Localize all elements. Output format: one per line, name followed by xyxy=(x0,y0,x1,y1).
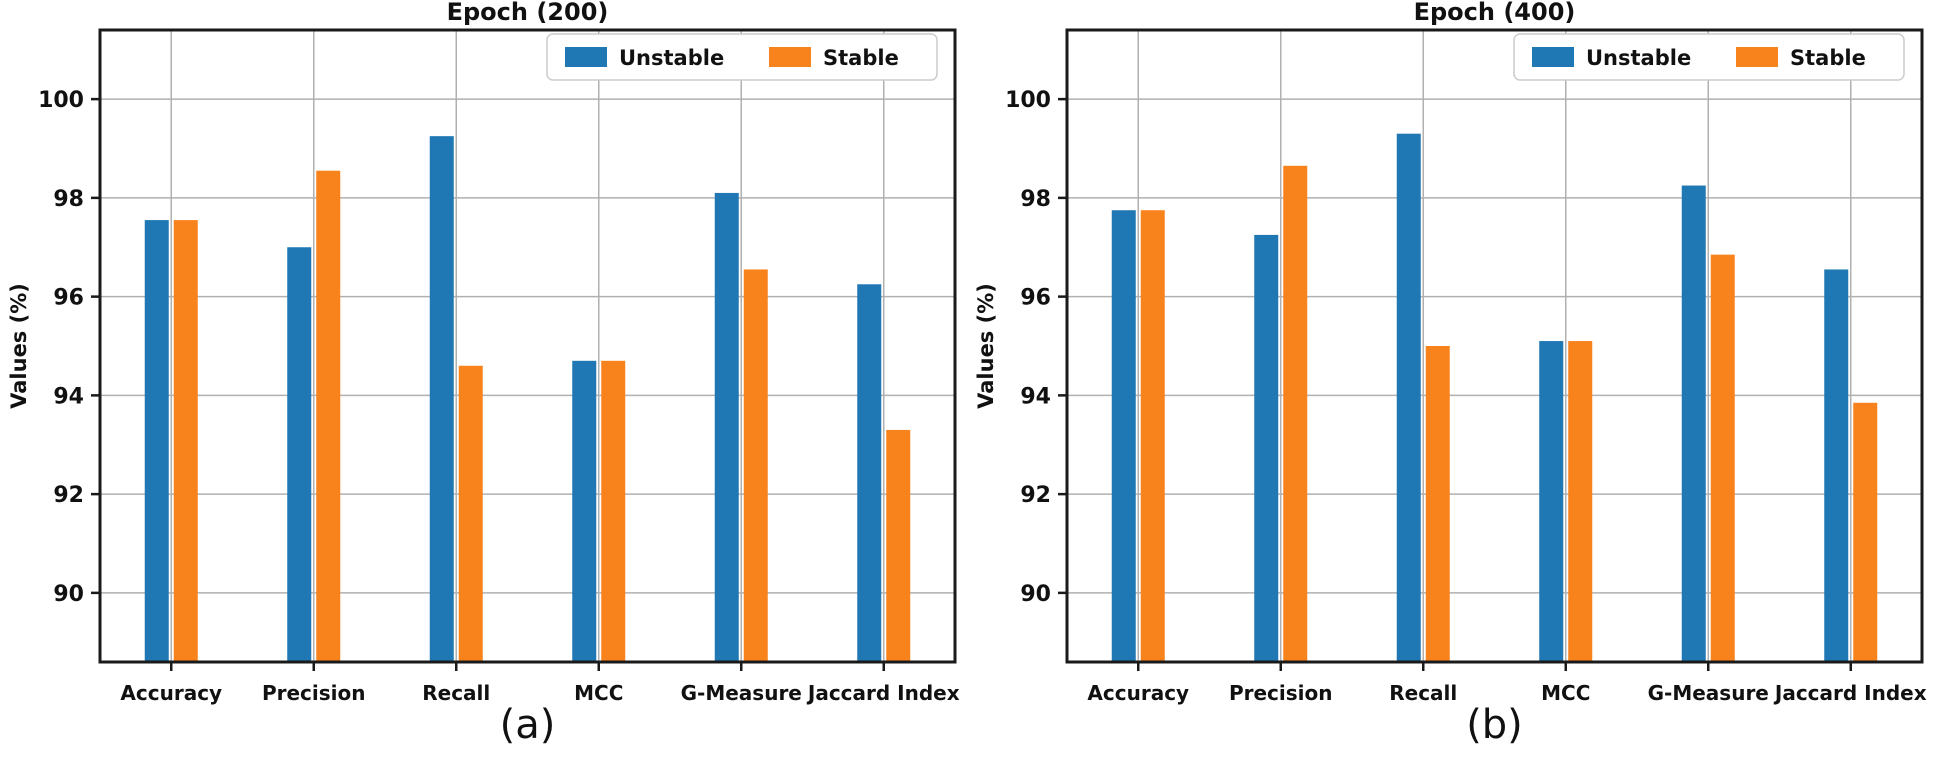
legend-box xyxy=(546,33,938,81)
plot-area xyxy=(1067,30,1922,662)
y-axis-label: Values (%) xyxy=(974,283,998,409)
bar-unstable-jaccard-index xyxy=(857,284,882,662)
ytick-label-94: 94 xyxy=(1020,384,1051,409)
y-axis-label: Values (%) xyxy=(7,283,31,409)
legend-swatch-stable xyxy=(1736,47,1778,67)
axes-frame xyxy=(1065,28,1924,664)
bar-stable-jaccard-index xyxy=(1853,402,1878,662)
legend-label-unstable: Unstable xyxy=(619,46,724,70)
bar-stable-mcc xyxy=(1568,341,1593,662)
xtick-label-mcc: MCC xyxy=(574,681,623,705)
bar-unstable-jaccard-index xyxy=(1824,269,1849,662)
ytick-label-94: 94 xyxy=(53,384,84,409)
bar-stable-precision xyxy=(316,170,341,662)
xtick-label-mcc: MCC xyxy=(1541,681,1590,705)
xtick-label-jaccard-index: Jaccard Index xyxy=(1773,681,1927,705)
xtick-label-precision: Precision xyxy=(1229,681,1333,705)
bar-unstable-recall xyxy=(1396,133,1421,662)
xtick-label-recall: Recall xyxy=(422,681,490,705)
ytick-label-98: 98 xyxy=(1020,187,1051,212)
bar-chart-epoch-200: 90 92 94 96 98 100 Accuracy Precision Recall MCC G… xyxy=(7,0,960,748)
ytick-label-98: 98 xyxy=(53,187,84,212)
bar-stable-g-measure xyxy=(743,269,768,662)
bar-stable-recall xyxy=(1425,346,1450,662)
ytick-label-90: 90 xyxy=(53,582,84,607)
bar-stable-mcc xyxy=(601,360,626,662)
bar-unstable-accuracy xyxy=(144,220,169,662)
bar-unstable-mcc xyxy=(1539,341,1564,662)
ytick-label-100: 100 xyxy=(38,88,84,113)
xtick-label-g-measure: G-Measure xyxy=(681,681,802,705)
xtick-label-precision: Precision xyxy=(262,681,366,705)
bar-stable-recall xyxy=(458,365,483,662)
xtick-label-recall: Recall xyxy=(1389,681,1457,705)
panel-epoch-400: 90 92 94 96 98 100 Accuracy Precision Recall MCC G… xyxy=(967,0,1934,759)
bar-unstable-accuracy xyxy=(1111,210,1136,662)
bar-unstable-precision xyxy=(287,247,312,662)
legend-label-unstable: Unstable xyxy=(1586,46,1691,70)
legend-swatch-unstable xyxy=(1532,47,1574,67)
bar-unstable-mcc xyxy=(572,360,597,662)
ytick-label-92: 92 xyxy=(53,483,84,508)
bar-unstable-precision xyxy=(1254,234,1279,662)
legend-swatch-stable xyxy=(769,47,811,67)
panel-caption: (a) xyxy=(500,702,556,748)
bar-stable-jaccard-index xyxy=(886,429,911,662)
chart-title: Epoch (200) xyxy=(447,0,609,26)
legend-label-stable: Stable xyxy=(1790,46,1866,70)
bar-stable-g-measure xyxy=(1710,254,1735,662)
axes-frame xyxy=(98,28,957,664)
ytick-label-100: 100 xyxy=(1005,88,1051,113)
ytick-label-92: 92 xyxy=(1020,483,1051,508)
legend-box xyxy=(1513,33,1905,81)
bar-unstable-g-measure xyxy=(714,192,739,662)
xtick-label-jaccard-index: Jaccard Index xyxy=(806,681,960,705)
ytick-label-96: 96 xyxy=(1020,286,1051,311)
xtick-label-accuracy: Accuracy xyxy=(1087,681,1189,705)
xtick-label-accuracy: Accuracy xyxy=(120,681,222,705)
chart-title: Epoch (400) xyxy=(1414,0,1576,26)
legend-swatch-unstable xyxy=(565,47,607,67)
plot-area xyxy=(100,30,955,662)
bar-stable-precision xyxy=(1283,165,1308,662)
bar-chart-epoch-400: 90 92 94 96 98 100 Accuracy Precision Recall MCC G… xyxy=(974,0,1927,748)
bar-unstable-recall xyxy=(429,136,454,662)
ytick-label-96: 96 xyxy=(53,286,84,311)
bar-stable-accuracy xyxy=(1140,210,1165,662)
panel-epoch-200: 90 92 94 96 98 100 Accuracy Precision Recall MCC G… xyxy=(7,0,960,748)
bar-unstable-g-measure xyxy=(1681,185,1706,662)
legend-label-stable: Stable xyxy=(823,46,899,70)
ytick-label-90: 90 xyxy=(1020,582,1051,607)
xtick-label-g-measure: G-Measure xyxy=(1648,681,1769,705)
panel-caption: (b) xyxy=(1466,702,1523,748)
bar-stable-accuracy xyxy=(173,220,198,662)
